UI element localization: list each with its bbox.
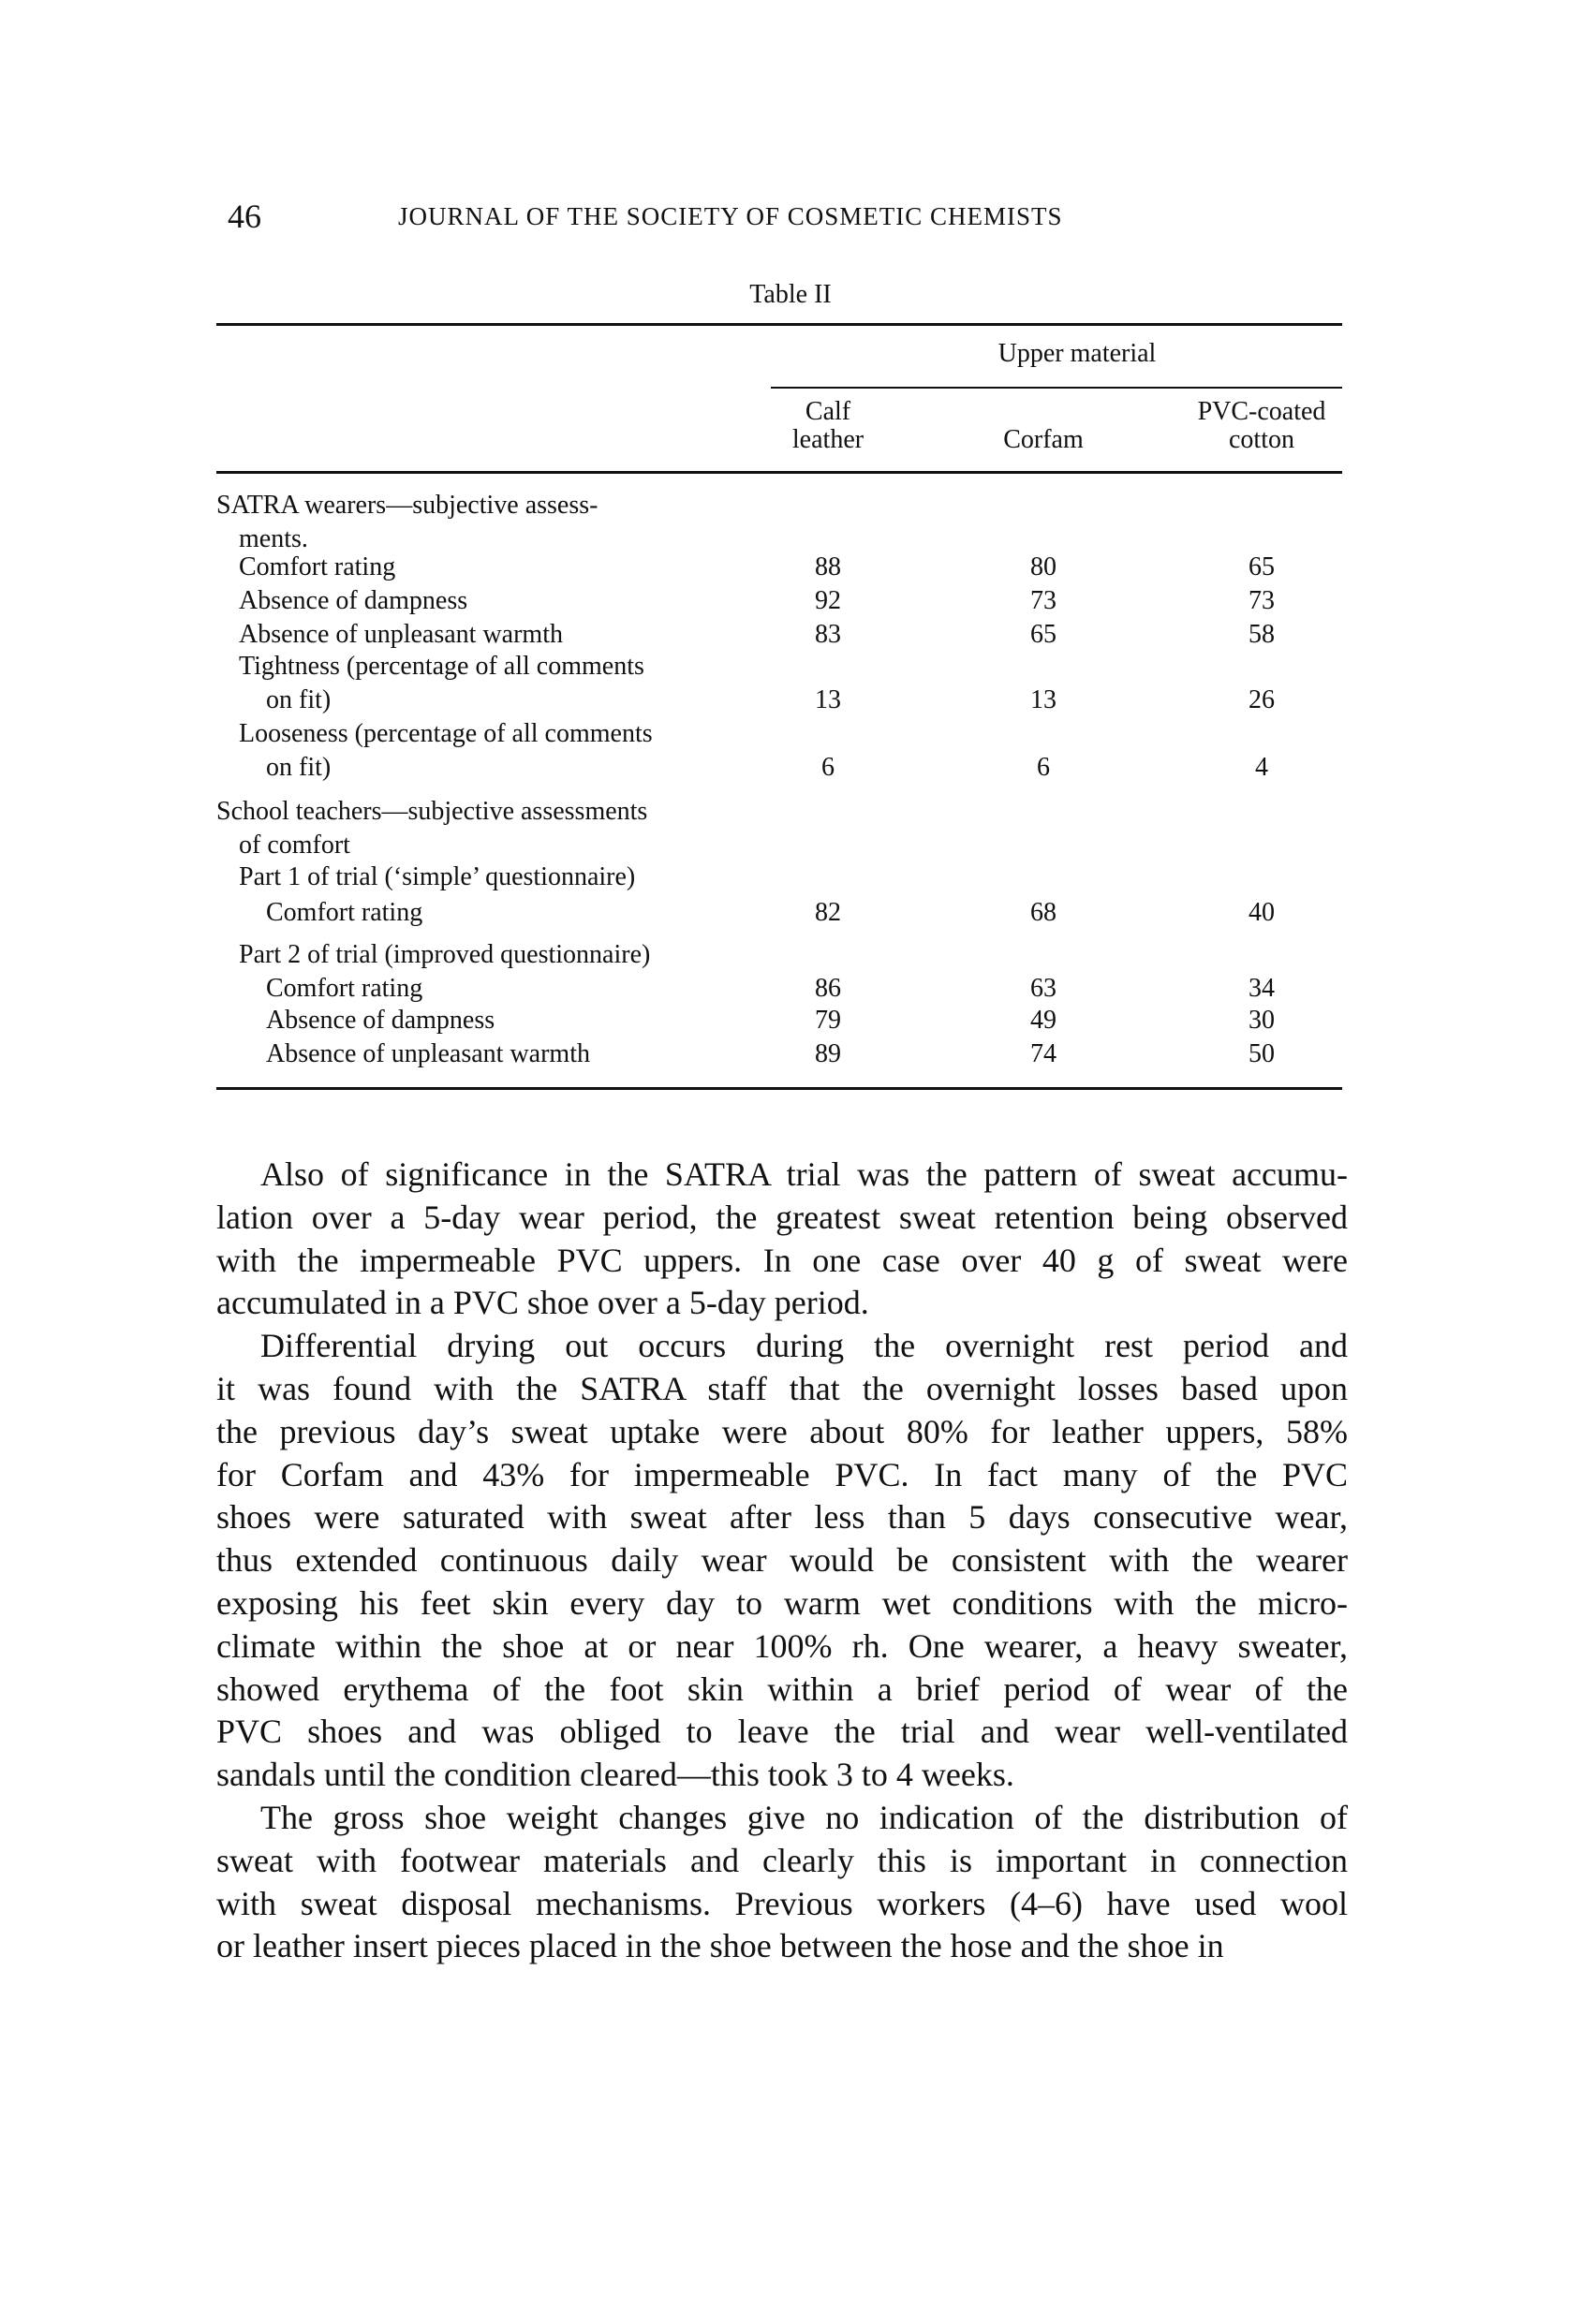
- row-label: on fit): [266, 685, 332, 714]
- paragraph-line: or leather insert pieces placed in the s…: [216, 1927, 1224, 1965]
- table-cell: 50: [1249, 1039, 1275, 1068]
- paragraph-line: for Corfam and 43% for impermeable PVC. …: [216, 1455, 1348, 1493]
- row-label: SATRA wearers—subjective assess-: [216, 491, 598, 520]
- paragraph-line: it was found with the SATRA staff that t…: [216, 1369, 1348, 1407]
- row-label: School teachers—subjective assessments: [216, 797, 648, 826]
- table-cell: 4: [1255, 753, 1268, 782]
- paragraph-line: showed erythema of the foot skin within …: [216, 1669, 1348, 1708]
- table-cell: 82: [815, 898, 841, 927]
- row-label: Absence of dampness: [239, 586, 468, 615]
- page-number: 46: [228, 198, 261, 235]
- row-label: Absence of unpleasant warmth: [239, 620, 563, 649]
- paragraph-line: the previous day’s sweat uptake were abo…: [216, 1412, 1348, 1450]
- paragraph-line: with sweat disposal mechanisms. Previous…: [216, 1884, 1348, 1922]
- col-header-pvc: PVC-coated: [1197, 397, 1326, 426]
- table-cell: 65: [1249, 552, 1275, 581]
- table-cell: 88: [815, 552, 841, 581]
- paragraph-line: sandals until the condition cleared—this…: [216, 1756, 1014, 1794]
- table-cell: 65: [1030, 620, 1056, 649]
- col-header-corfam: Corfam: [1003, 425, 1084, 454]
- paragraph-line: accumulated in a PVC shoe over a 5-day p…: [216, 1284, 869, 1322]
- table-cell: 83: [815, 620, 841, 649]
- table-cell: 13: [1030, 685, 1056, 714]
- table-cell: 74: [1030, 1039, 1056, 1068]
- col-header-calf-2: leather: [791, 425, 864, 454]
- paragraph-line: shoes were saturated with sweat after le…: [216, 1498, 1348, 1537]
- table-cell: 49: [1030, 1006, 1056, 1035]
- running-header: JOURNAL OF THE SOCIETY OF COSMETIC CHEMI…: [398, 202, 1063, 230]
- table-cell: 89: [815, 1039, 841, 1068]
- col-header-pvc-2: cotton: [1229, 425, 1294, 454]
- paragraph-line: The gross shoe weight changes give no in…: [260, 1798, 1348, 1836]
- body-text: Also of significance in the SATRA trial …: [216, 1154, 1348, 1968]
- table-cell: 80: [1030, 552, 1056, 581]
- table-top-rule: [216, 323, 1342, 326]
- paragraph-line: Also of significance in the SATRA trial …: [260, 1155, 1348, 1193]
- table-cell: 6: [1037, 753, 1050, 782]
- row-label: Absence of dampness: [266, 1006, 495, 1035]
- table-cell: 86: [815, 974, 841, 1003]
- row-label: ments.: [239, 524, 308, 553]
- table-cell: 73: [1249, 586, 1275, 615]
- row-label: Comfort rating: [266, 898, 423, 927]
- header-bottom-rule: [216, 471, 1342, 474]
- table-cell: 34: [1249, 974, 1275, 1003]
- table-cell: 68: [1030, 898, 1056, 927]
- paragraph-line: thus extended continuous daily wear woul…: [216, 1541, 1348, 1580]
- group-header-rule: [771, 387, 1342, 389]
- paragraph-line: climate within the shoe at or near 100% …: [216, 1626, 1348, 1665]
- row-label: Absence of unpleasant warmth: [266, 1039, 590, 1068]
- table-cell: 40: [1249, 898, 1275, 927]
- table-cell: 26: [1249, 685, 1275, 714]
- table-cell: 13: [815, 685, 841, 714]
- paragraph-line: with the impermeable PVC uppers. In one …: [216, 1241, 1348, 1279]
- table-bottom-rule: [216, 1087, 1342, 1090]
- paragraph-line: Differential drying out occurs during th…: [260, 1327, 1348, 1365]
- table-caption: Table II: [749, 280, 832, 309]
- paragraph-line: sweat with footwear materials and clearl…: [216, 1841, 1348, 1879]
- table-cell: 6: [821, 753, 835, 782]
- paragraph-line: PVC shoes and was obliged to leave the t…: [216, 1713, 1348, 1751]
- paragraph-line: exposing his feet skin every day to warm…: [216, 1583, 1348, 1622]
- table-cell: 30: [1249, 1006, 1275, 1035]
- table-cell: 63: [1030, 974, 1056, 1003]
- group-header: Upper material: [997, 339, 1157, 368]
- paragraph-line: lation over a 5-day wear period, the gre…: [216, 1198, 1348, 1236]
- table-cell: 92: [815, 586, 841, 615]
- row-label: of comfort: [239, 831, 350, 860]
- row-label: Comfort rating: [266, 974, 423, 1003]
- row-label: Part 2 of trial (improved questionnaire): [239, 940, 651, 969]
- row-label: Looseness (percentage of all comments: [239, 719, 653, 748]
- row-label: on fit): [266, 753, 332, 782]
- row-label: Comfort rating: [239, 552, 396, 581]
- table-cell: 73: [1030, 586, 1056, 615]
- table-cell: 58: [1249, 620, 1275, 649]
- table-cell: 79: [815, 1006, 841, 1035]
- row-label: Tightness (percentage of all comments: [239, 652, 644, 681]
- row-label: Part 1 of trial (‘simple’ questionnaire): [239, 862, 636, 891]
- col-header-calf: Calf: [805, 397, 851, 426]
